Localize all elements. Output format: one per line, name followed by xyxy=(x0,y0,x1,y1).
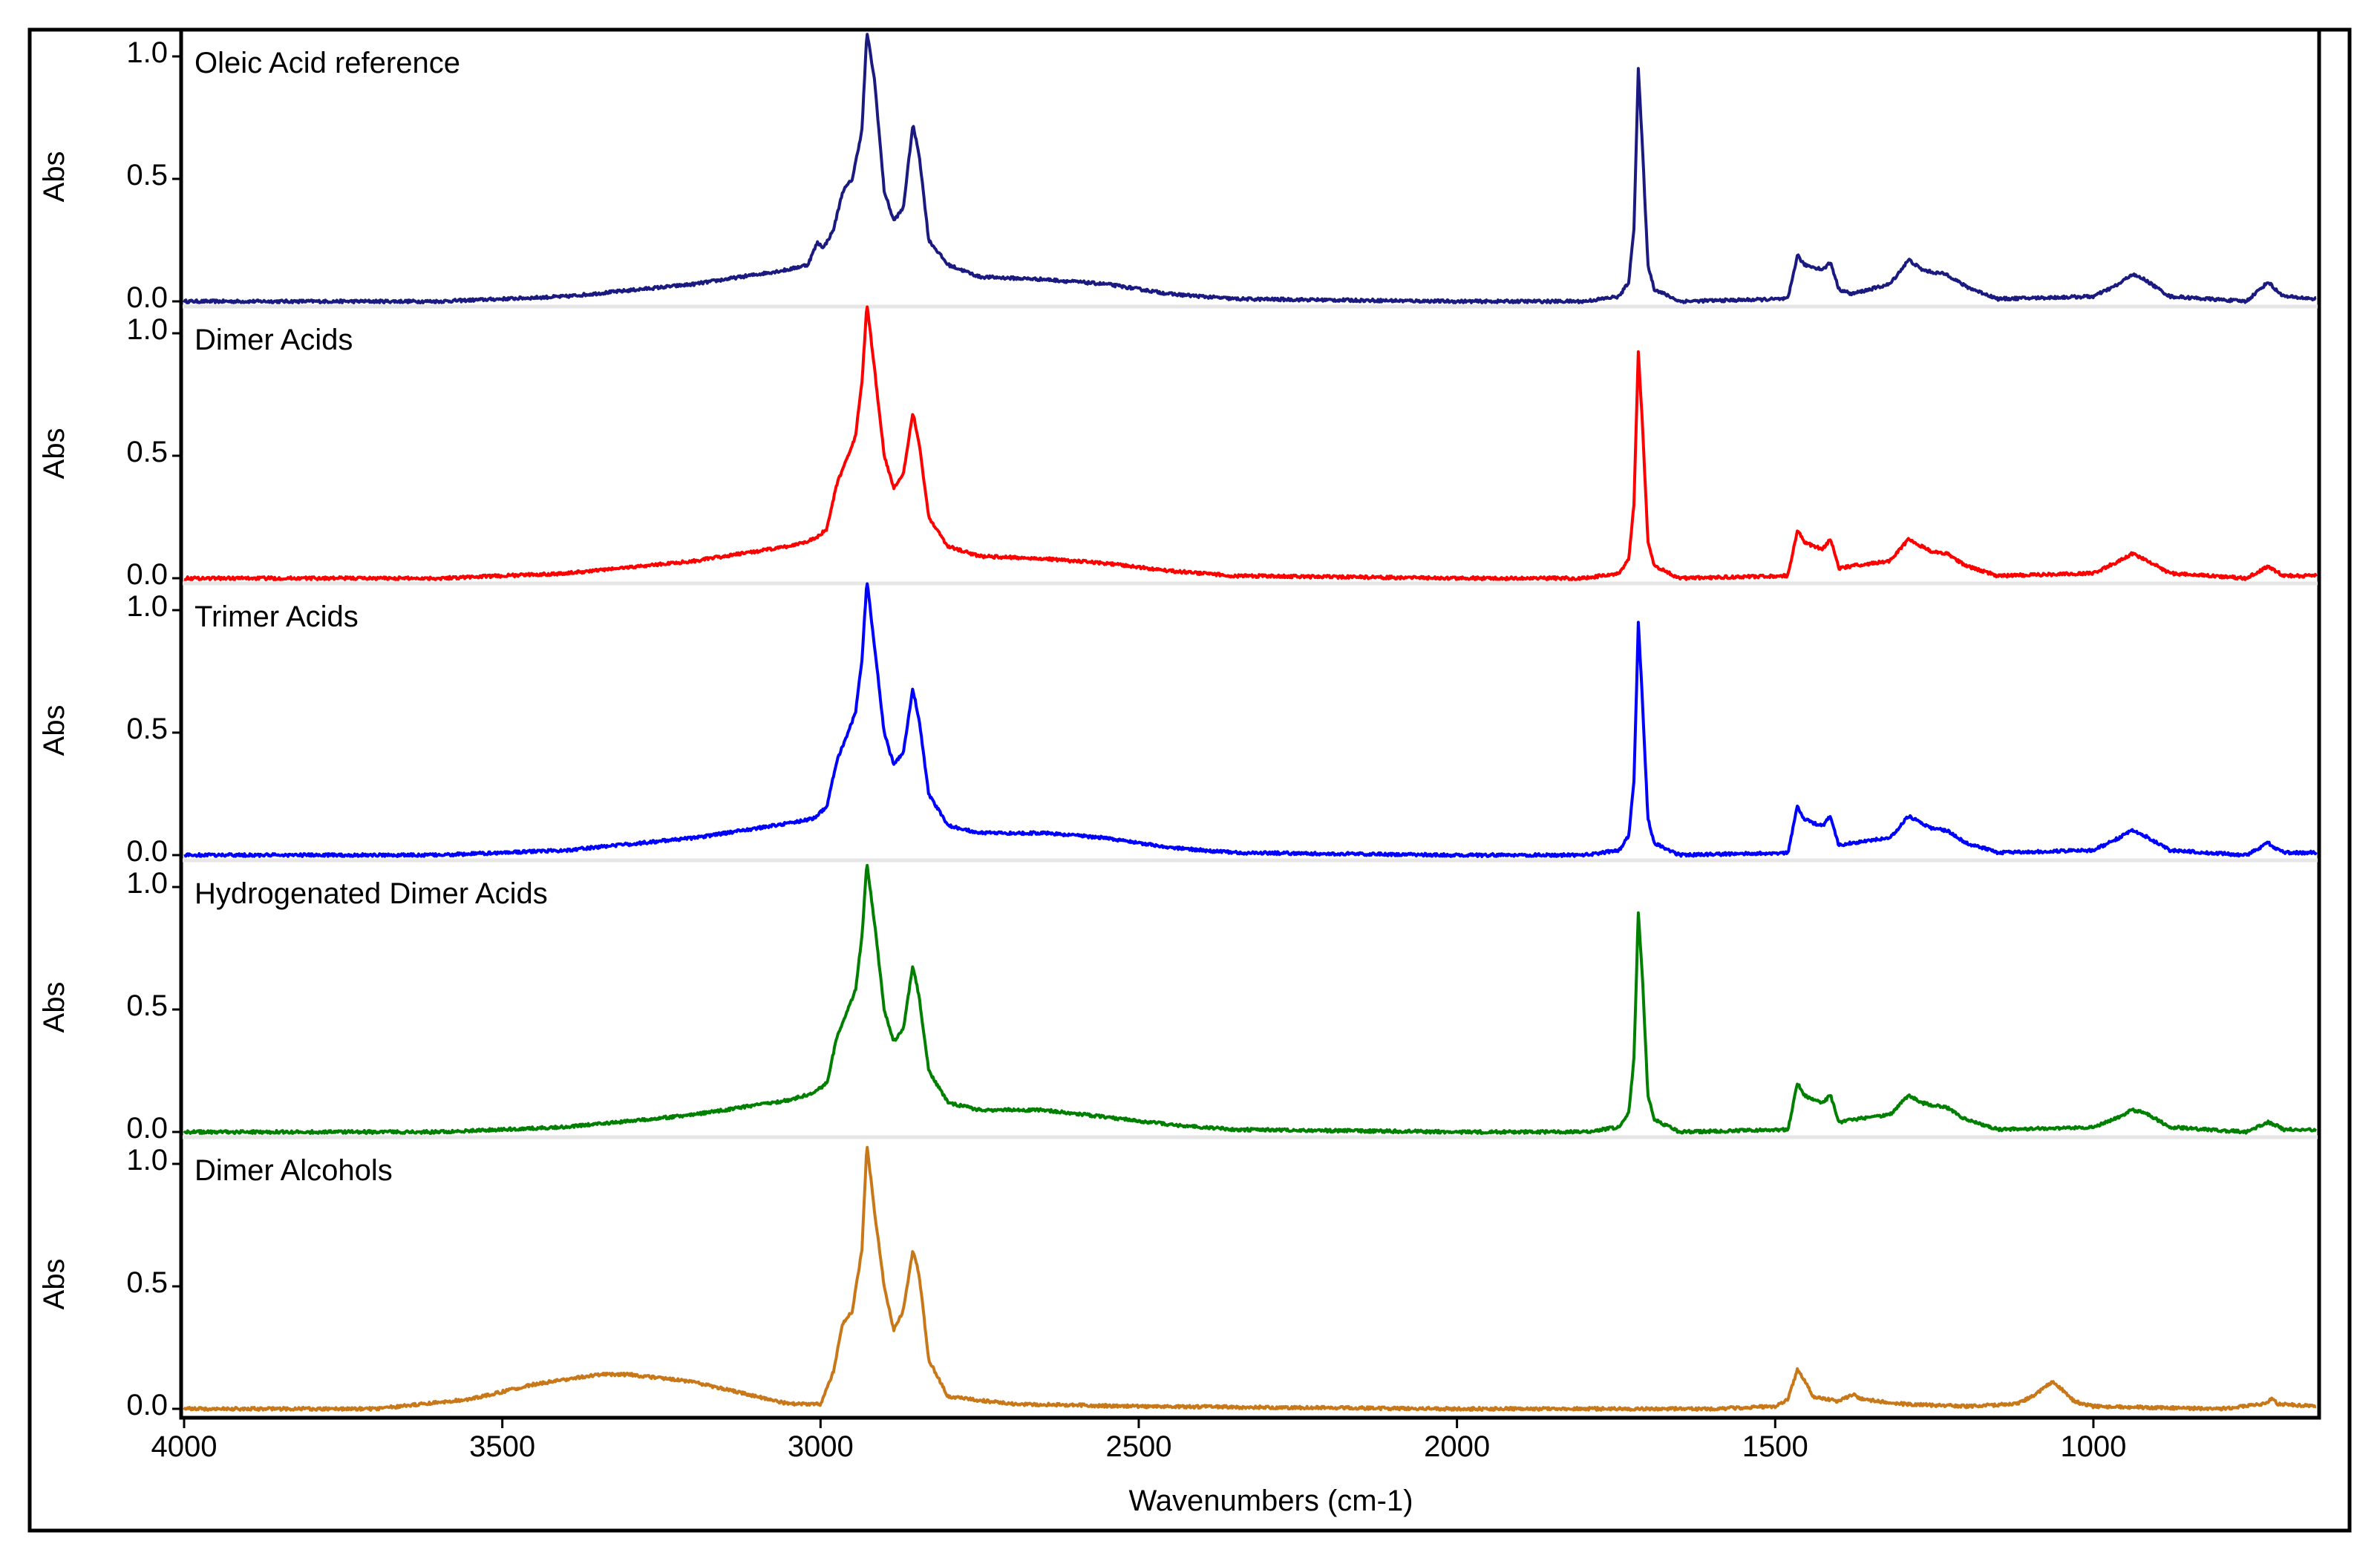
x-tick-label: 4000 xyxy=(151,1430,218,1463)
x-tick-label: 1000 xyxy=(2060,1430,2126,1463)
y-tick-label: 0.5 xyxy=(126,713,168,745)
y-axis-title: Abs xyxy=(38,982,71,1033)
x-tick-label: 1500 xyxy=(1742,1430,1808,1463)
panel-3: 0.0 0.5 1.0 Abs Trimer Acids xyxy=(38,581,2318,868)
y-axis-title: Abs xyxy=(38,151,71,203)
panel-title: Dimer Alcohols xyxy=(194,1154,393,1187)
y-tick-label: 0.5 xyxy=(126,436,168,468)
x-tick-label: 3500 xyxy=(469,1430,535,1463)
panel-title: Oleic Acid reference xyxy=(194,47,460,79)
y-tick-label: 0.0 xyxy=(126,1112,168,1145)
y-tick-label: 1.0 xyxy=(126,867,168,900)
y-tick-label: 1.0 xyxy=(126,1144,168,1177)
spectrum-line xyxy=(183,33,2317,304)
x-tick-label: 3000 xyxy=(788,1430,854,1463)
y-tick-label: 1.0 xyxy=(126,590,168,623)
spectrum-line xyxy=(183,305,2318,581)
spectrum-panels: 0.0 0.5 1.0 Abs Oleic Acid reference 0.0 0.5 1.… xyxy=(38,33,2318,1421)
spectrum-line xyxy=(183,1145,2317,1412)
x-axis: 4000 3500 3000 2500 2000 1500 1000 xyxy=(151,1418,2126,1463)
y-tick-label: 0.5 xyxy=(126,159,168,192)
x-axis-title: Wavenumbers (cm-1) xyxy=(1128,1485,1413,1517)
panel-2: 0.0 0.5 1.0 Abs Dimer Acids xyxy=(38,304,2318,591)
plot-area xyxy=(179,27,2321,1420)
y-tick-label: 0.5 xyxy=(126,989,168,1022)
y-tick-label: 1.0 xyxy=(126,313,168,346)
y-tick-label: 0.0 xyxy=(126,835,168,868)
panel-title: Hydrogenated Dimer Acids xyxy=(194,877,548,910)
y-axis-title: Abs xyxy=(38,1259,71,1310)
x-tick-label: 2000 xyxy=(1424,1430,1490,1463)
panel-title: Trimer Acids xyxy=(194,600,359,633)
y-tick-label: 1.0 xyxy=(126,36,168,69)
y-tick-label: 0.0 xyxy=(126,281,168,314)
y-tick-label: 0.5 xyxy=(126,1266,168,1299)
panel-5: 0.0 0.5 1.0 Abs Dimer Alcohols xyxy=(38,1135,2318,1421)
spectrum-line xyxy=(183,863,2318,1135)
y-tick-label: 0.0 xyxy=(126,1389,168,1421)
spectrum-line xyxy=(183,582,2318,858)
panel-1: 0.0 0.5 1.0 Abs Oleic Acid reference xyxy=(38,33,2317,314)
panel-title: Dimer Acids xyxy=(194,324,353,356)
y-axis-title: Abs xyxy=(38,705,71,756)
chart-frame xyxy=(27,27,2352,1533)
y-axis-title: Abs xyxy=(38,428,71,480)
panel-4: 0.0 0.5 1.0 Abs Hydrogenated Dimer Acids xyxy=(38,858,2318,1145)
x-tick-label: 2500 xyxy=(1105,1430,1171,1463)
y-tick-label: 0.0 xyxy=(126,558,168,591)
